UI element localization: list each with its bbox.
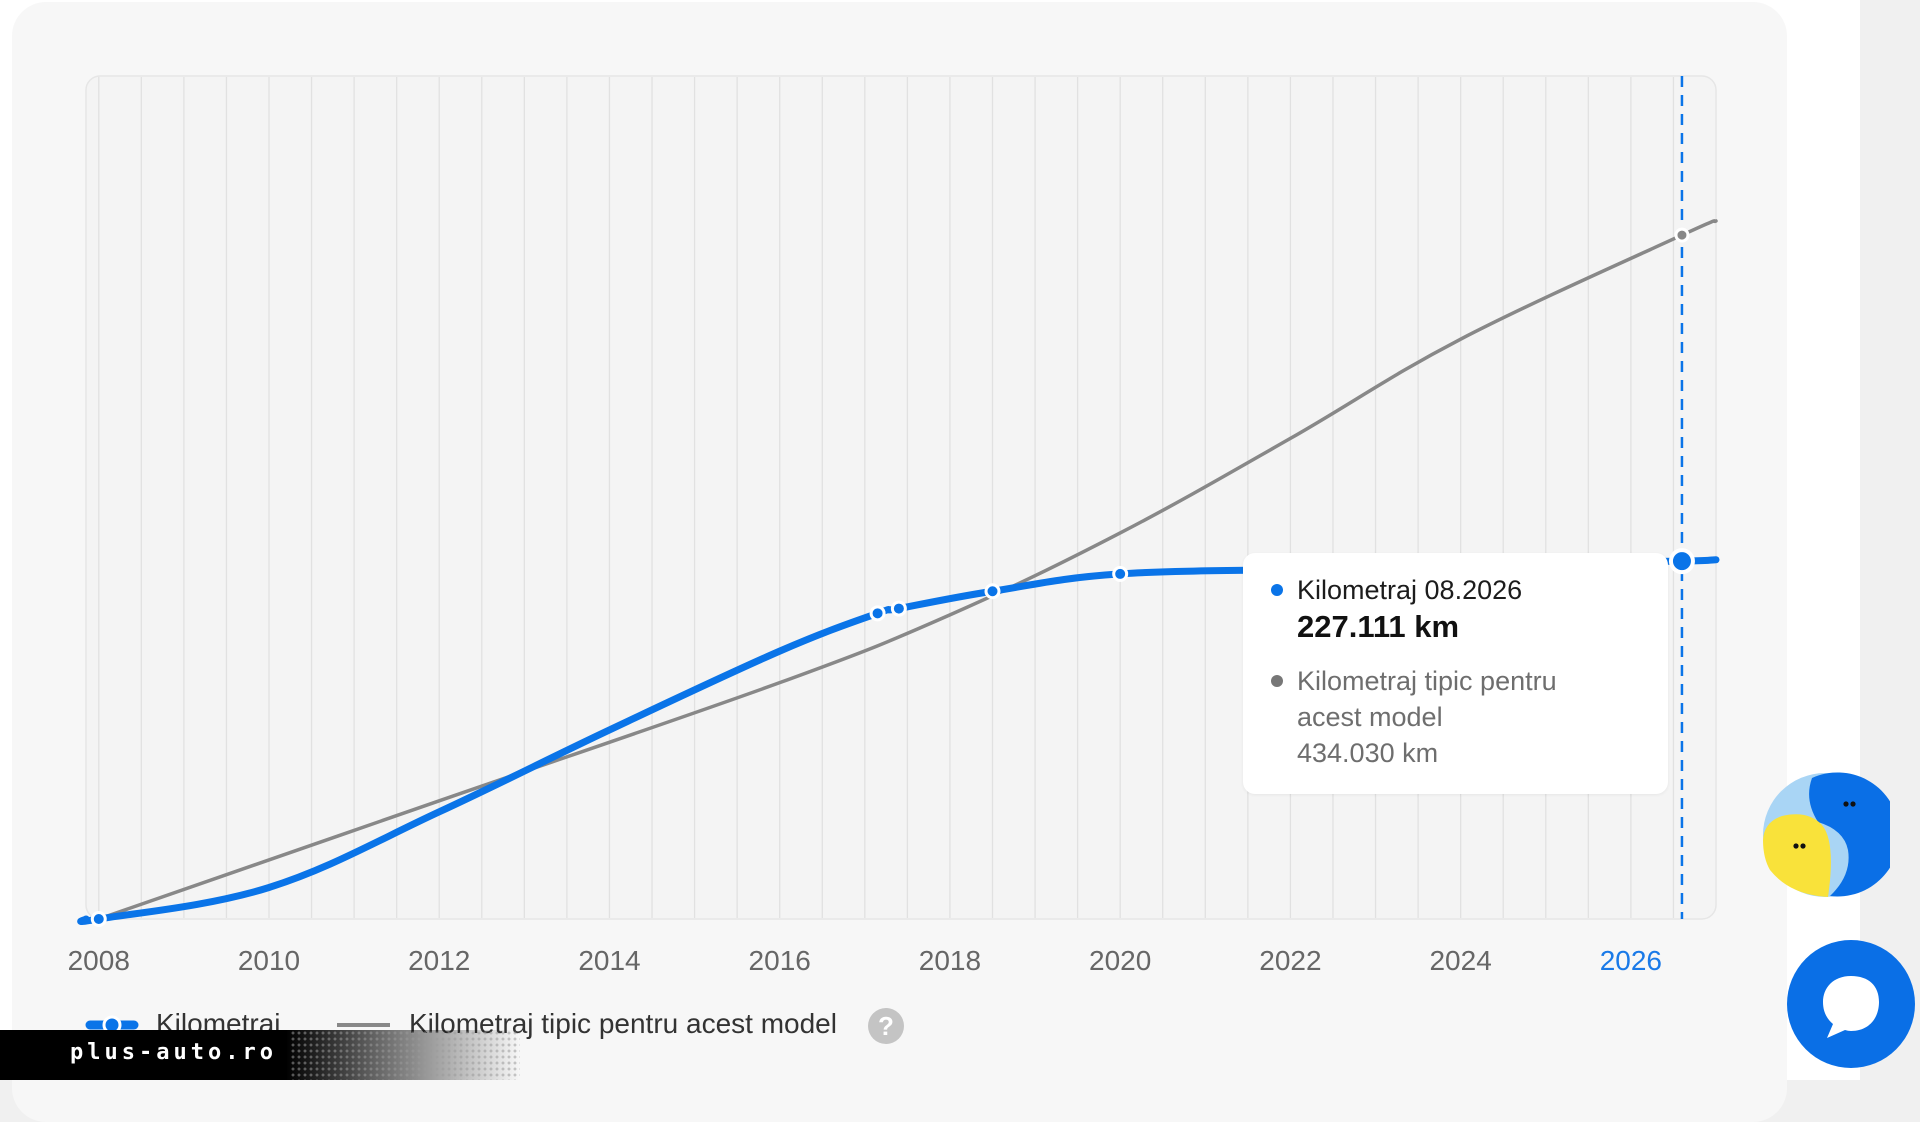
data-point-kilometraj[interactable]: [90, 911, 107, 927]
data-point-kilometraj[interactable]: [1668, 548, 1695, 575]
help-icon[interactable]: ?: [868, 1008, 904, 1044]
watermark-text: plus-auto.ro: [70, 1040, 277, 1065]
chat-bubble-icon: [1823, 976, 1879, 1038]
tooltip-series1-label: Kilometraj 08.2026: [1297, 575, 1523, 605]
tooltip-series1-value: 227.111 km: [1297, 609, 1460, 644]
data-point-typical[interactable]: [1674, 227, 1690, 243]
x-tick-label: 2008: [68, 945, 130, 976]
chart-tooltip: Kilometraj 08.2026 227.111 km Kilometraj…: [1243, 553, 1668, 794]
x-tick-label: 2026: [1600, 945, 1662, 976]
mascot-assistant-icon[interactable]: [1760, 770, 1890, 900]
gray-dot-icon: [1271, 675, 1283, 687]
x-tick-label: 2024: [1429, 945, 1491, 976]
tooltip-series-typical: Kilometraj tipic pentru acest model 434.…: [1263, 663, 1648, 771]
data-point-kilometraj[interactable]: [984, 583, 1001, 600]
x-tick-label: 2022: [1259, 945, 1321, 976]
x-tick-label: 2012: [408, 945, 470, 976]
x-tick-label: 2018: [919, 945, 981, 976]
data-point-kilometraj[interactable]: [890, 600, 907, 617]
data-point-kilometraj[interactable]: [1112, 565, 1129, 582]
x-tick-label: 2020: [1089, 945, 1151, 976]
mileage-chart[interactable]: 2008 2010 2012 2014 2016 2018 2020 2022 2024 2026: [0, 0, 1920, 1080]
tooltip-series2-label: Kilometraj tipic pentru acest model: [1297, 666, 1557, 732]
x-tick-label: 2014: [578, 945, 640, 976]
x-tick-label: 2016: [749, 945, 811, 976]
series-line-typical: [97, 219, 1718, 921]
tooltip-series2-value: 434.030 km: [1297, 738, 1439, 768]
blue-dot-icon: [1271, 584, 1283, 596]
chat-button[interactable]: [1787, 940, 1915, 1068]
tooltip-series-current: Kilometraj 08.2026 227.111 km: [1263, 573, 1648, 647]
watermark-dots: [290, 1030, 520, 1080]
data-point-kilometraj[interactable]: [869, 605, 886, 622]
x-tick-label: 2010: [238, 945, 300, 976]
